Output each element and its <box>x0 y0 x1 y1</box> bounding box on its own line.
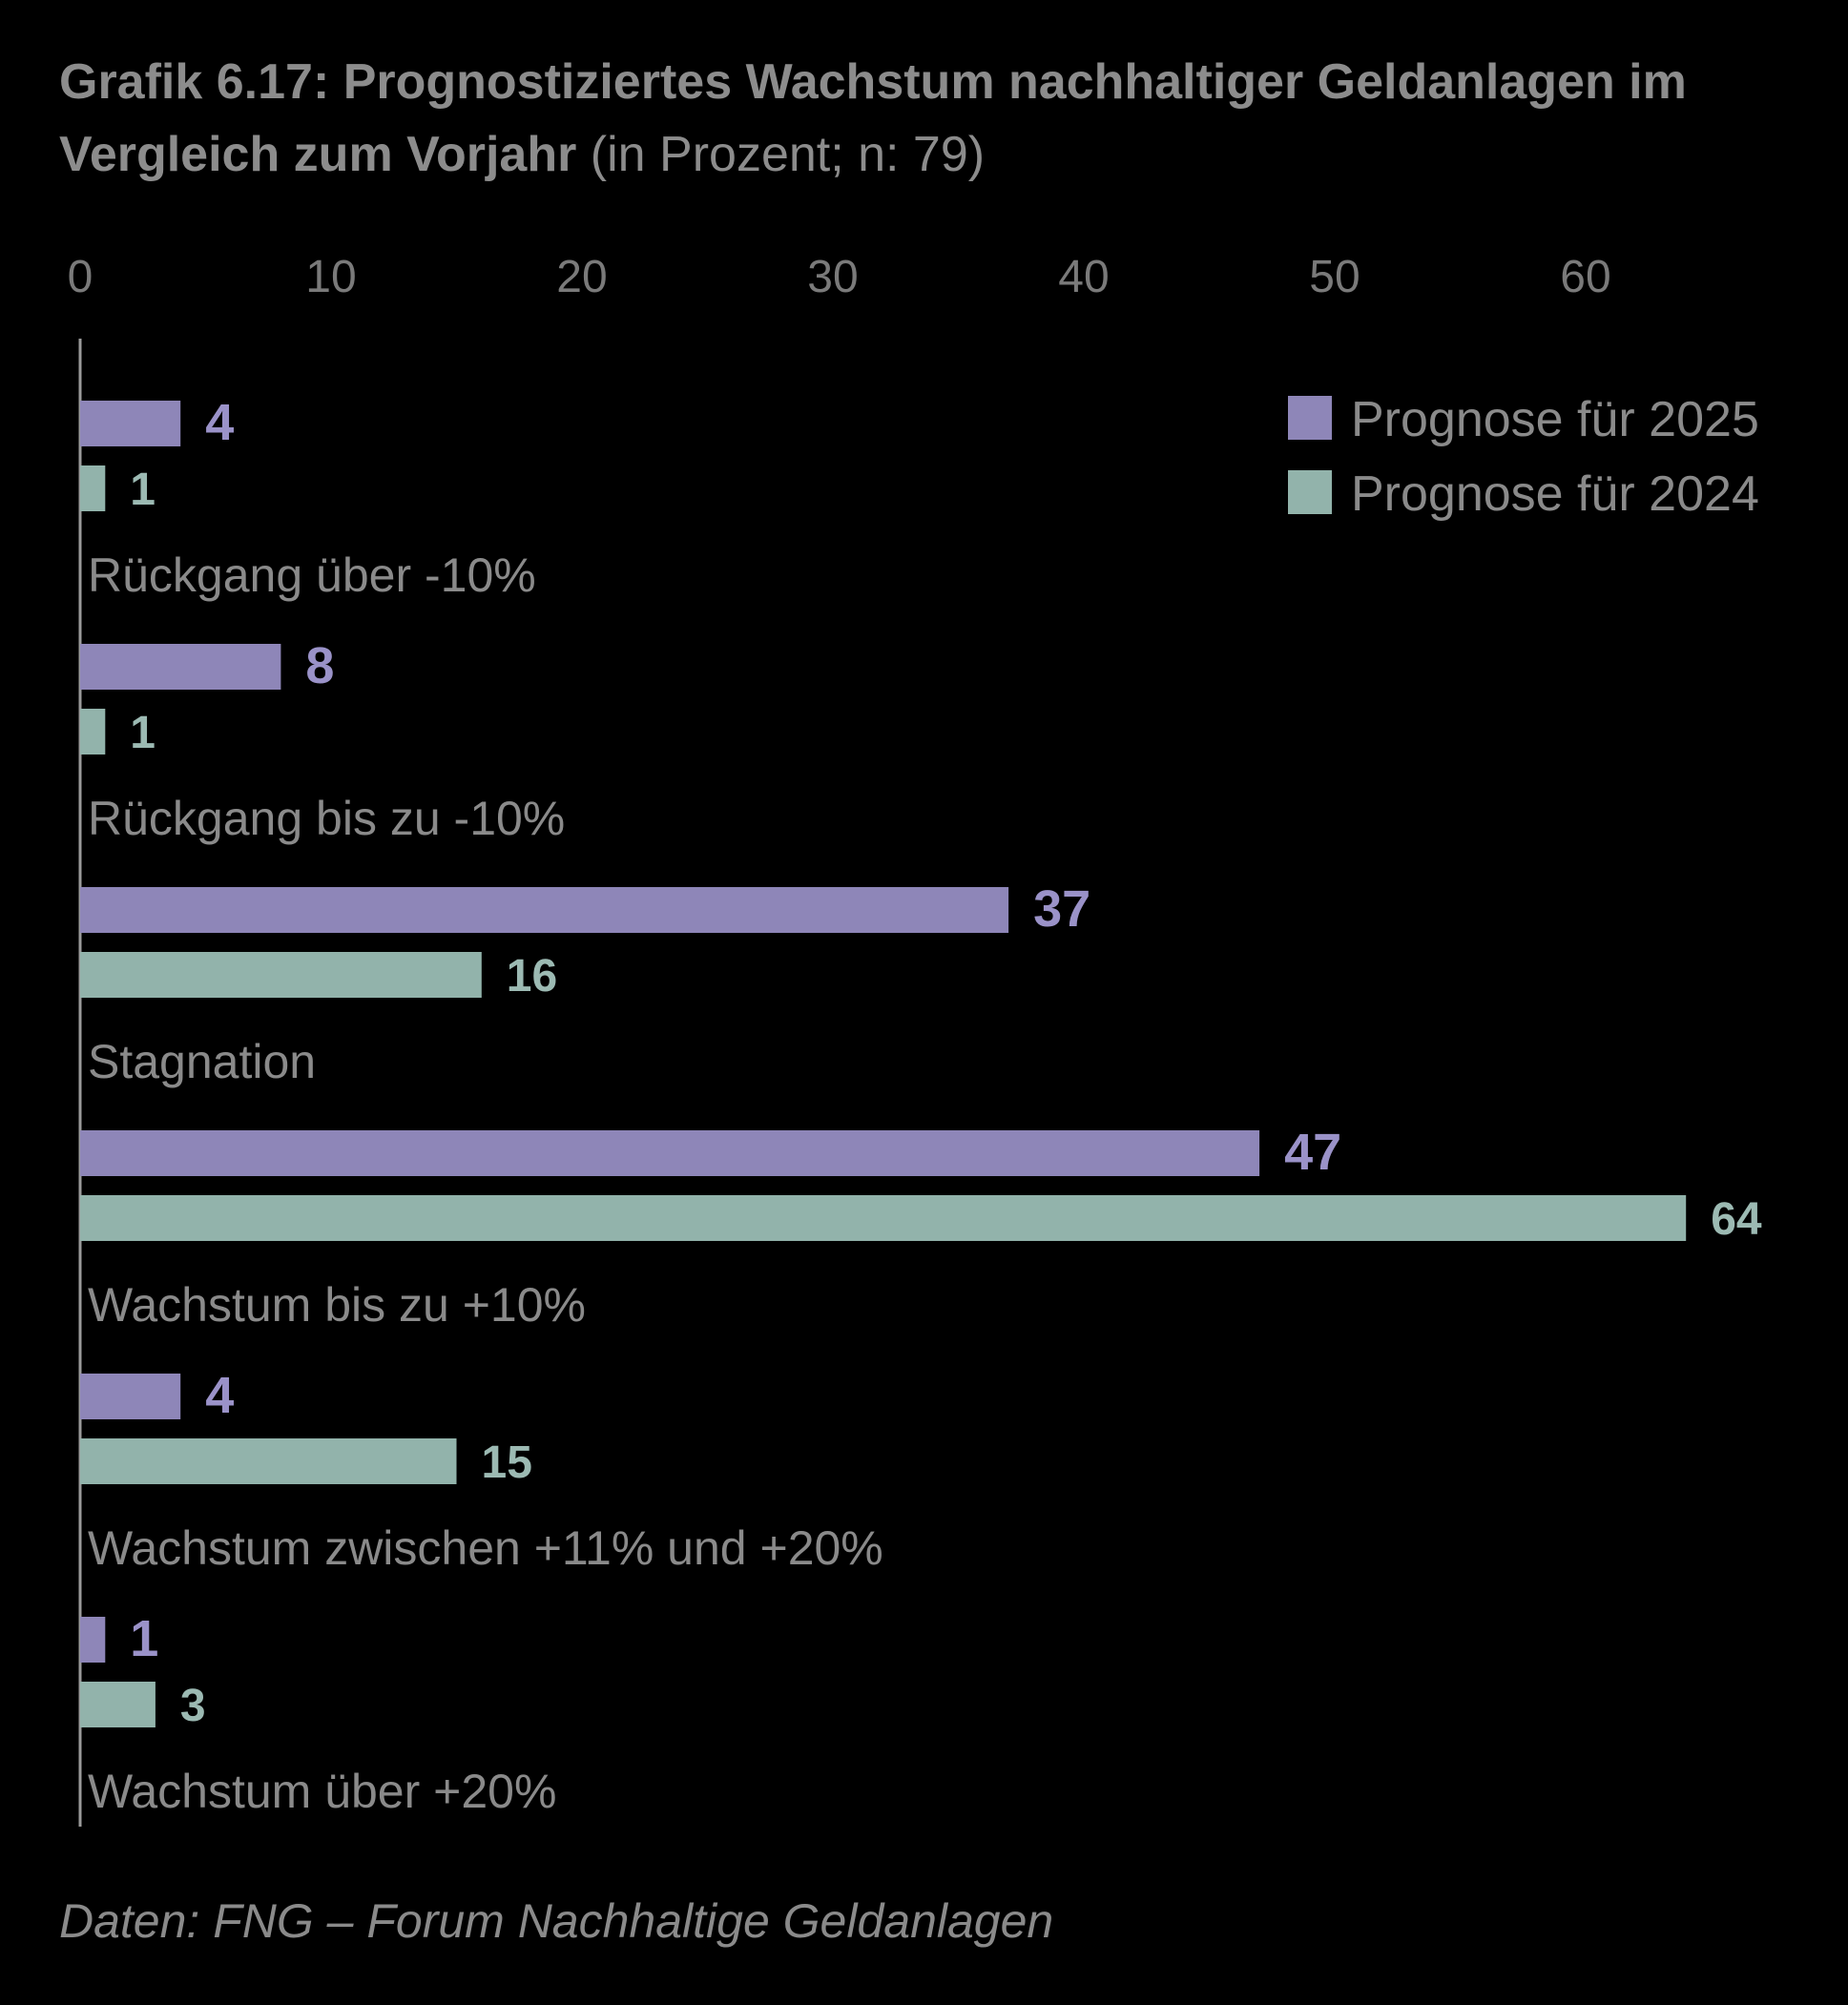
legend-swatch-2025 <box>1288 396 1332 440</box>
value-label-2024: 16 <box>507 951 557 1002</box>
value-label-2025: 4 <box>205 1367 234 1424</box>
bar-2025 <box>80 401 181 446</box>
bar-2025 <box>80 887 1009 933</box>
category-label: Stagnation <box>88 1035 316 1088</box>
x-tick-label: 30 <box>807 252 858 302</box>
bar-2024 <box>80 1682 156 1727</box>
bar-2024 <box>80 1195 1687 1241</box>
value-label-2025: 1 <box>130 1610 158 1667</box>
value-label-2025: 4 <box>205 394 234 451</box>
category-label: Rückgang bis zu -10% <box>88 792 565 845</box>
bar-2025 <box>80 1617 106 1663</box>
x-tick-label: 0 <box>68 252 93 302</box>
x-tick-label: 40 <box>1058 252 1109 302</box>
value-label-2024: 64 <box>1711 1194 1762 1245</box>
value-label-2025: 8 <box>305 637 334 694</box>
bar-2024 <box>80 1438 457 1484</box>
category-label: Wachstum bis zu +10% <box>88 1278 586 1332</box>
x-tick-label: 50 <box>1309 252 1360 302</box>
category-label: Wachstum über +20% <box>88 1765 556 1818</box>
chart-title: Grafik 6.17: Prognostiziertes Wachstum n… <box>59 46 1796 191</box>
value-label-2024: 15 <box>482 1437 532 1488</box>
value-label-2024: 3 <box>180 1681 206 1731</box>
value-label-2025: 47 <box>1284 1124 1341 1181</box>
x-tick-label: 60 <box>1560 252 1610 302</box>
bar-2024 <box>80 952 482 998</box>
x-tick-label: 10 <box>305 252 356 302</box>
value-label-2024: 1 <box>130 708 156 758</box>
bar-2025 <box>80 1374 181 1419</box>
x-tick-label: 20 <box>556 252 607 302</box>
chart-title-main: Grafik 6.17: Prognostiziertes Wachstum n… <box>59 54 1687 182</box>
bar-2025 <box>80 644 281 690</box>
category-label: Rückgang über -10% <box>88 548 536 602</box>
bar-2024 <box>80 465 106 511</box>
bar-2025 <box>80 1130 1260 1176</box>
category-label: Wachstum zwischen +11% und +20% <box>88 1521 883 1575</box>
legend-label-2025: Prognose für 2025 <box>1351 392 1759 447</box>
value-label-2025: 37 <box>1033 880 1090 938</box>
legend-swatch-2024 <box>1288 470 1332 514</box>
bar-2024 <box>80 709 106 754</box>
data-source-note: Daten: FNG – Forum Nachhaltige Geldanlag… <box>59 1894 1054 1948</box>
value-label-2024: 1 <box>130 465 156 515</box>
legend-label-2024: Prognose für 2024 <box>1351 466 1759 522</box>
chart-title-note: (in Prozent; n: 79) <box>590 127 986 182</box>
